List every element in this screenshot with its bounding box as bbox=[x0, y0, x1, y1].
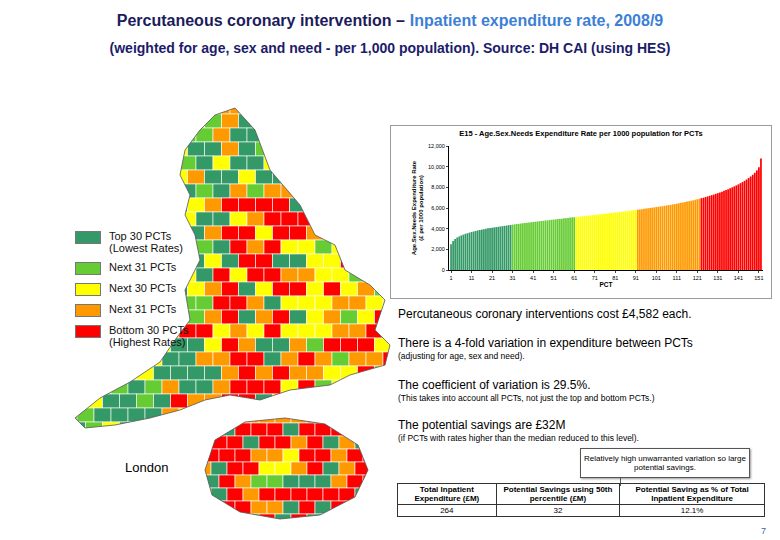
svg-text:E15 - Age.Sex.Needs Expenditur: E15 - Age.Sex.Needs Expenditure Rate per… bbox=[459, 129, 702, 138]
svg-text:10,000: 10,000 bbox=[428, 164, 445, 170]
svg-text:Age.Sex.Needs Expenditure Rate: Age.Sex.Needs Expenditure Rate(£ per 100… bbox=[411, 160, 425, 255]
svg-text:PCT: PCT bbox=[600, 281, 613, 288]
svg-text:131: 131 bbox=[713, 275, 722, 281]
html-text:The coefficient of variation i: The coefficient of variation is 29.5%. bbox=[398, 378, 591, 392]
svg-text:11: 11 bbox=[469, 275, 475, 281]
svg-text:91: 91 bbox=[633, 275, 639, 281]
svg-text:6,000: 6,000 bbox=[431, 205, 445, 211]
svg-text:12,000: 12,000 bbox=[428, 143, 445, 149]
svg-text:8,000: 8,000 bbox=[431, 184, 445, 190]
svg-text:121: 121 bbox=[693, 275, 702, 281]
svg-text:21: 21 bbox=[489, 275, 495, 281]
svg-text:81: 81 bbox=[612, 275, 618, 281]
html-text:(adjusting for age, sex and ne: (adjusting for age, sex and need). bbox=[398, 351, 525, 361]
svg-text:0: 0 bbox=[442, 267, 445, 273]
svg-text:31: 31 bbox=[510, 275, 516, 281]
svg-text:111: 111 bbox=[673, 275, 681, 281]
svg-text:2,000: 2,000 bbox=[431, 246, 445, 252]
html-text:London: London bbox=[125, 460, 169, 475]
html-text:Next 30 PCTs: Next 30 PCTs bbox=[109, 282, 177, 294]
html-text:Relatively high unwarranted va: Relatively high unwarranted variation so… bbox=[584, 454, 746, 472]
html-text:7: 7 bbox=[761, 526, 766, 536]
svg-text:51: 51 bbox=[551, 275, 557, 281]
html-text:There is a 4-fold variation in: There is a 4-fold variation in expenditu… bbox=[398, 336, 693, 350]
html-text:32: 32 bbox=[553, 506, 563, 515]
html-text:264: 264 bbox=[440, 506, 454, 515]
html-text:Potential Saving as % of Total: Potential Saving as % of Total Inpatient… bbox=[635, 485, 749, 503]
svg-text:4,000: 4,000 bbox=[431, 226, 445, 232]
html-text:(This takes into account all P: (This takes into account all PCTs, not j… bbox=[398, 393, 655, 403]
svg-text:151: 151 bbox=[754, 275, 763, 281]
html-text:(Lowest Rates): (Lowest Rates) bbox=[109, 242, 183, 254]
svg-text:101: 101 bbox=[652, 275, 661, 281]
svg-text:71: 71 bbox=[592, 275, 598, 281]
html-text:Percutaneous coronary interven: Percutaneous coronary interventions cost… bbox=[398, 307, 692, 321]
html-text:Top 30 PCTs: Top 30 PCTs bbox=[109, 230, 172, 242]
html-text:Next 31 PCTs: Next 31 PCTs bbox=[109, 303, 177, 315]
html-text:Potential Savings using 50th p: Potential Savings using 50th percentile … bbox=[503, 485, 613, 503]
html-text:(if PCTs with rates higher tha: (if PCTs with rates higher than the medi… bbox=[398, 433, 639, 443]
svg-text:141: 141 bbox=[734, 275, 743, 281]
html-text:12.1%: 12.1% bbox=[680, 506, 704, 515]
svg-text:41: 41 bbox=[530, 275, 536, 281]
html-text:(Highest Rates): (Highest Rates) bbox=[109, 336, 186, 348]
html-text:Total Inpatient Expenditure (£: Total Inpatient Expenditure (£M) bbox=[414, 485, 480, 503]
html-text:Bottom 30 PCTs: Bottom 30 PCTs bbox=[109, 324, 189, 336]
html-text:Percutaneous coronary interven: Percutaneous coronary intervention – Inp… bbox=[116, 12, 664, 29]
html-text:(weighted for age, sex and nee: (weighted for age, sex and need - per 1,… bbox=[109, 40, 671, 56]
html-text:Next 31 PCTs: Next 31 PCTs bbox=[109, 261, 177, 273]
svg-text:61: 61 bbox=[571, 275, 577, 281]
html-text:The potential savings are £32M: The potential savings are £32M bbox=[398, 418, 566, 432]
svg-text:1: 1 bbox=[450, 275, 453, 281]
